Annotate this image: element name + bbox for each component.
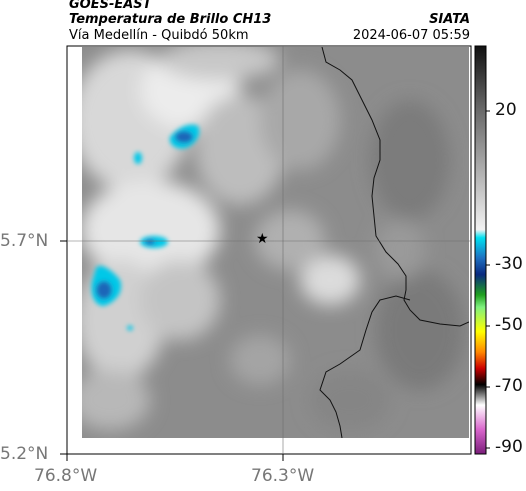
org-label: SIATA	[429, 12, 470, 27]
colorbar-tick-neg90: -90	[495, 437, 523, 457]
datetime-label: 2024-06-07 05:59	[352, 28, 470, 43]
cold-cloud-tops	[91, 124, 200, 331]
colorbar-tick-neg30: -30	[495, 254, 523, 274]
colorbar-tick-neg50: -50	[495, 315, 523, 335]
lat-label-5-7: 5.7°N	[0, 231, 49, 251]
lat-label-5-2: 5.2°N	[0, 444, 49, 464]
cloud-texture	[82, 47, 465, 430]
product-title: Temperatura de Brillo CH13	[69, 12, 272, 27]
colorbar-tick-20: 20	[495, 100, 517, 120]
lon-label-76-8: 76.8°W	[34, 466, 98, 486]
colorbar-ticks	[486, 110, 490, 449]
colorbar	[474, 45, 487, 455]
borders	[319, 47, 469, 438]
colorbar-tick-neg70: -70	[495, 376, 523, 396]
satellite-title: GOES-EAST	[69, 0, 152, 12]
lon-label-76-3: 76.3°W	[251, 466, 315, 486]
star-marker: ★	[256, 231, 269, 247]
imagery-layer	[82, 47, 469, 438]
region-label: Vía Medellín - Quibdó 50km	[69, 28, 249, 43]
